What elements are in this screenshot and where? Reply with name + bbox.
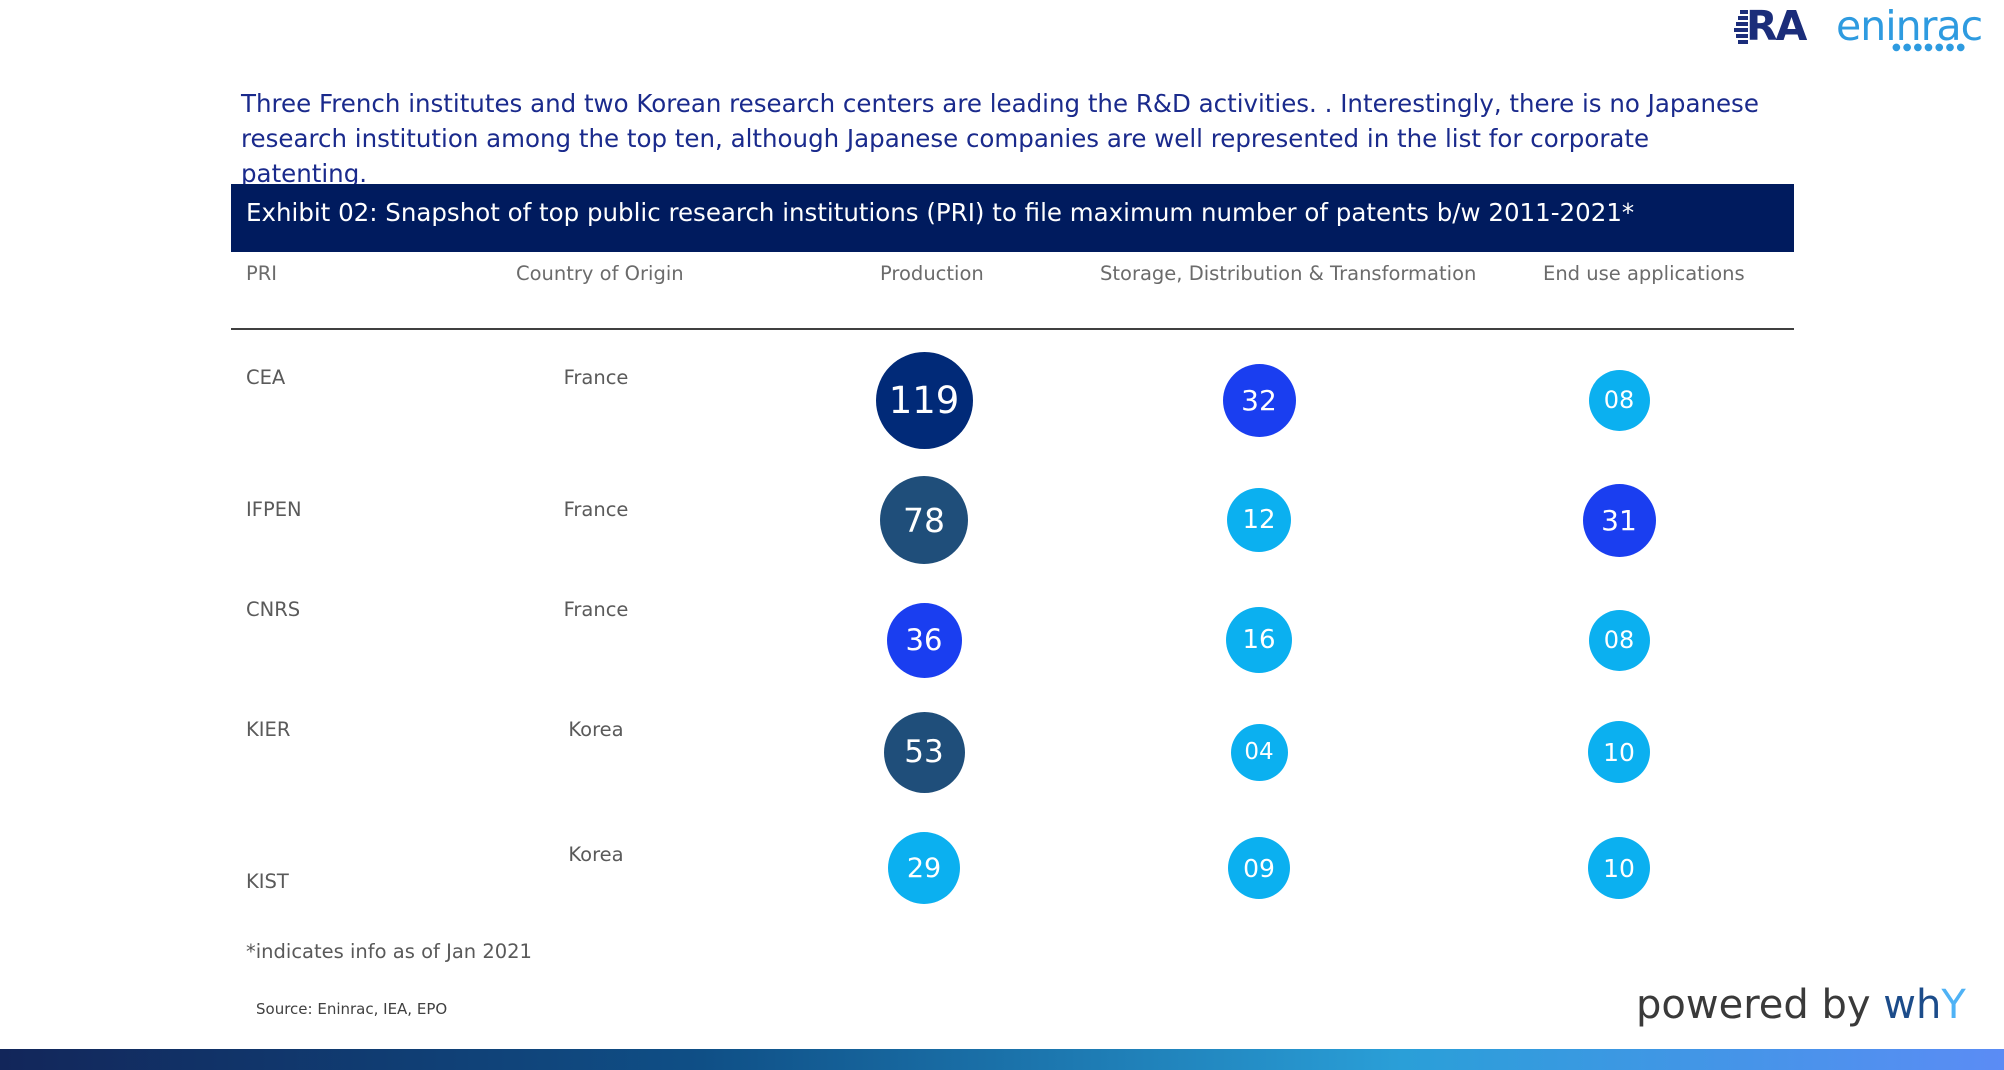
logo-text-ra: RA xyxy=(1746,2,1807,50)
logo-dots: ●●●●●●● xyxy=(1892,42,1968,53)
row-country-kist: Korea xyxy=(568,843,624,866)
row-pri-kist: KIST xyxy=(246,870,289,893)
bubble-production-cnrs: 36 xyxy=(886,602,962,678)
row-country-cnrs: France xyxy=(563,598,629,621)
chart-title: Exhibit 02: Snapshot of top public resea… xyxy=(246,198,1635,227)
row-pri-cnrs: CNRS xyxy=(246,598,301,621)
bubble-production-kist: 29 xyxy=(888,832,960,904)
bubble-end-use-kier: 10 xyxy=(1588,721,1650,783)
footnote: *indicates info as of Jan 2021 xyxy=(246,940,532,963)
bubble-end-use-kist: 10 xyxy=(1588,837,1650,899)
bubble-storage-cea: 32 xyxy=(1222,363,1296,437)
bubble-storage-kist: 09 xyxy=(1228,837,1290,899)
column-header-storage: Storage, Distribution & Transformation xyxy=(1100,262,1477,285)
bubble-end-use-cnrs: 08 xyxy=(1588,609,1650,671)
powered-by-brand: wh xyxy=(1883,982,1942,1028)
exhibit-banner: Exhibit 02: Snapshot of top public resea… xyxy=(231,184,1794,252)
powered-by-text: powered by xyxy=(1636,982,1884,1028)
bubble-storage-ifpen: 12 xyxy=(1227,488,1291,552)
bubble-production-cea: 119 xyxy=(875,351,973,449)
row-pri-kier: KIER xyxy=(246,718,291,741)
logo-bars-icon xyxy=(1734,10,1748,44)
powered-by-brand-end: Y xyxy=(1941,982,1966,1028)
header-rule xyxy=(231,328,1794,330)
powered-by-logo: powered by whY xyxy=(1636,982,1966,1028)
bubble-production-ifpen: 78 xyxy=(880,476,968,564)
row-pri-cea: CEA xyxy=(246,366,286,389)
column-header-pri: PRI xyxy=(246,262,278,285)
row-country-cea: France xyxy=(563,366,629,389)
logo-text-eninrac: eninrac xyxy=(1836,2,1983,50)
row-country-kier: Korea xyxy=(568,718,624,741)
row-pri-ifpen: IFPEN xyxy=(246,498,302,521)
source-note: Source: Eninrac, IEA, EPO xyxy=(256,1000,448,1018)
eninrac-logo: RA eninrac ●●●●●●● xyxy=(1734,2,1983,53)
bubble-storage-kier: 04 xyxy=(1230,723,1288,781)
column-header-production: Production xyxy=(880,262,984,285)
row-country-ifpen: France xyxy=(563,498,629,521)
column-header-country: Country of Origin xyxy=(516,262,684,285)
bubble-end-use-cea: 08 xyxy=(1588,369,1650,431)
bubble-end-use-ifpen: 31 xyxy=(1582,483,1656,557)
bubble-production-kier: 53 xyxy=(883,711,965,793)
bubble-storage-cnrs: 16 xyxy=(1226,607,1292,673)
intro-text: Three French institutes and two Korean r… xyxy=(241,89,1759,188)
bottom-gradient-bar xyxy=(0,1049,2004,1070)
column-header-end-use: End use applications xyxy=(1543,262,1745,285)
